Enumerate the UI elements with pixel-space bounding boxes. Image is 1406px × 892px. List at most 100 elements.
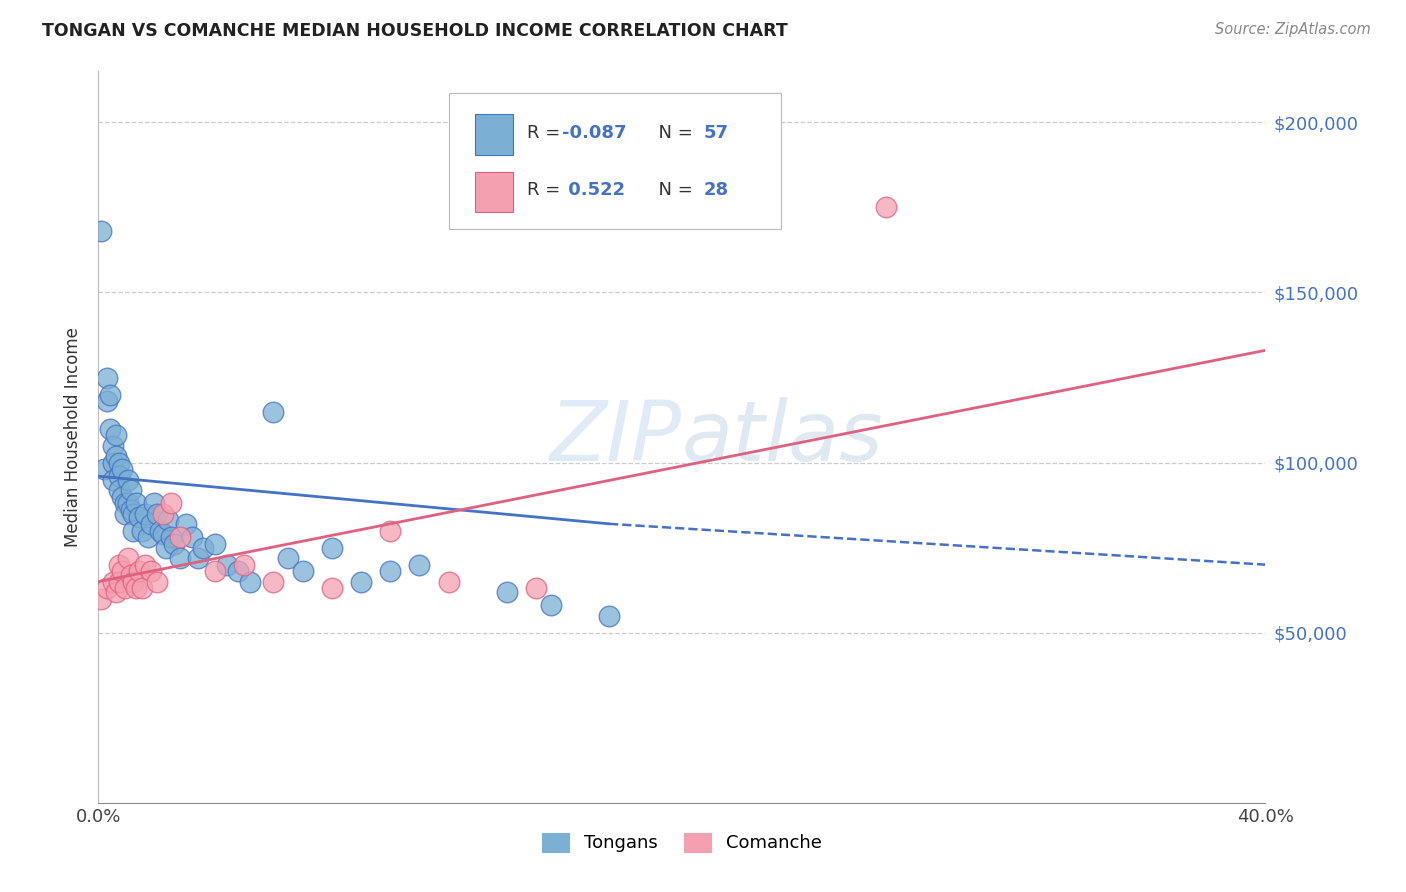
Point [117, 473, 139, 487]
Text: 28: 28 [704, 181, 730, 200]
Text: N =: N = [647, 181, 699, 200]
Point [114, 582, 136, 596]
Point [131, 582, 153, 596]
Point [155, 541, 177, 555]
Point [160, 531, 183, 545]
Text: R =: R = [527, 181, 571, 200]
Text: ZIP: ZIP [550, 397, 682, 477]
Point [120, 503, 142, 517]
Point [96, 370, 118, 384]
Point [122, 524, 145, 538]
Point [157, 513, 180, 527]
Text: R =: R = [527, 124, 565, 142]
Point [142, 496, 165, 510]
Legend: Tongans, Comanche: Tongans, Comanche [534, 826, 830, 860]
Text: N =: N = [647, 124, 699, 142]
Point [93, 462, 115, 476]
Point [120, 567, 142, 582]
Point [193, 541, 215, 555]
Point [104, 585, 127, 599]
Point [291, 565, 314, 579]
Point [321, 582, 343, 596]
Point [98, 387, 121, 401]
Point [524, 582, 547, 596]
Point [108, 483, 131, 497]
Text: 0.522: 0.522 [562, 181, 624, 200]
Point [134, 558, 156, 572]
Point [169, 531, 191, 545]
Point [136, 531, 159, 545]
Point [380, 565, 402, 579]
Point [125, 496, 148, 510]
Point [277, 550, 299, 565]
Point [117, 496, 139, 510]
Text: Source: ZipAtlas.com: Source: ZipAtlas.com [1215, 22, 1371, 37]
Point [90, 224, 112, 238]
Point [139, 565, 162, 579]
Point [111, 490, 134, 504]
Point [204, 537, 226, 551]
Point [437, 574, 460, 589]
Point [152, 527, 174, 541]
Point [134, 507, 156, 521]
Text: TONGAN VS COMANCHE MEDIAN HOUSEHOLD INCOME CORRELATION CHART: TONGAN VS COMANCHE MEDIAN HOUSEHOLD INCO… [42, 22, 787, 40]
Point [233, 558, 256, 572]
Point [108, 456, 131, 470]
Point [169, 550, 191, 565]
Point [174, 516, 197, 531]
Point [101, 574, 124, 589]
Point [496, 585, 519, 599]
FancyBboxPatch shape [475, 114, 513, 154]
Point [117, 550, 139, 565]
Point [204, 565, 226, 579]
Point [215, 558, 238, 572]
Point [239, 574, 262, 589]
Point [152, 507, 174, 521]
Point [114, 496, 136, 510]
Y-axis label: Median Household Income: Median Household Income [65, 327, 83, 547]
FancyBboxPatch shape [449, 94, 782, 228]
Point [262, 404, 284, 418]
Point [160, 496, 183, 510]
Point [321, 541, 343, 555]
Point [350, 574, 373, 589]
Point [122, 574, 145, 589]
Point [122, 507, 145, 521]
Point [139, 516, 162, 531]
Point [146, 574, 169, 589]
Point [101, 439, 124, 453]
Point [180, 531, 202, 545]
Point [108, 558, 131, 572]
Point [187, 550, 209, 565]
Text: 57: 57 [704, 124, 730, 142]
Point [104, 428, 127, 442]
Point [96, 582, 118, 596]
Point [163, 537, 186, 551]
Text: -0.087: -0.087 [562, 124, 626, 142]
Point [408, 558, 430, 572]
Point [111, 462, 134, 476]
Point [101, 456, 124, 470]
Point [131, 524, 153, 538]
FancyBboxPatch shape [475, 172, 513, 212]
Point [104, 449, 127, 463]
Point [380, 524, 402, 538]
Point [875, 201, 897, 215]
Point [96, 394, 118, 409]
Text: atlas: atlas [682, 397, 883, 477]
Point [101, 473, 124, 487]
Point [228, 565, 250, 579]
Point [262, 574, 284, 589]
Point [598, 608, 620, 623]
Point [120, 483, 142, 497]
Point [108, 574, 131, 589]
Point [90, 591, 112, 606]
Point [149, 524, 172, 538]
Point [540, 599, 562, 613]
Point [114, 507, 136, 521]
Point [108, 469, 131, 483]
Point [128, 565, 150, 579]
Point [128, 510, 150, 524]
Point [111, 565, 134, 579]
Point [98, 421, 121, 435]
